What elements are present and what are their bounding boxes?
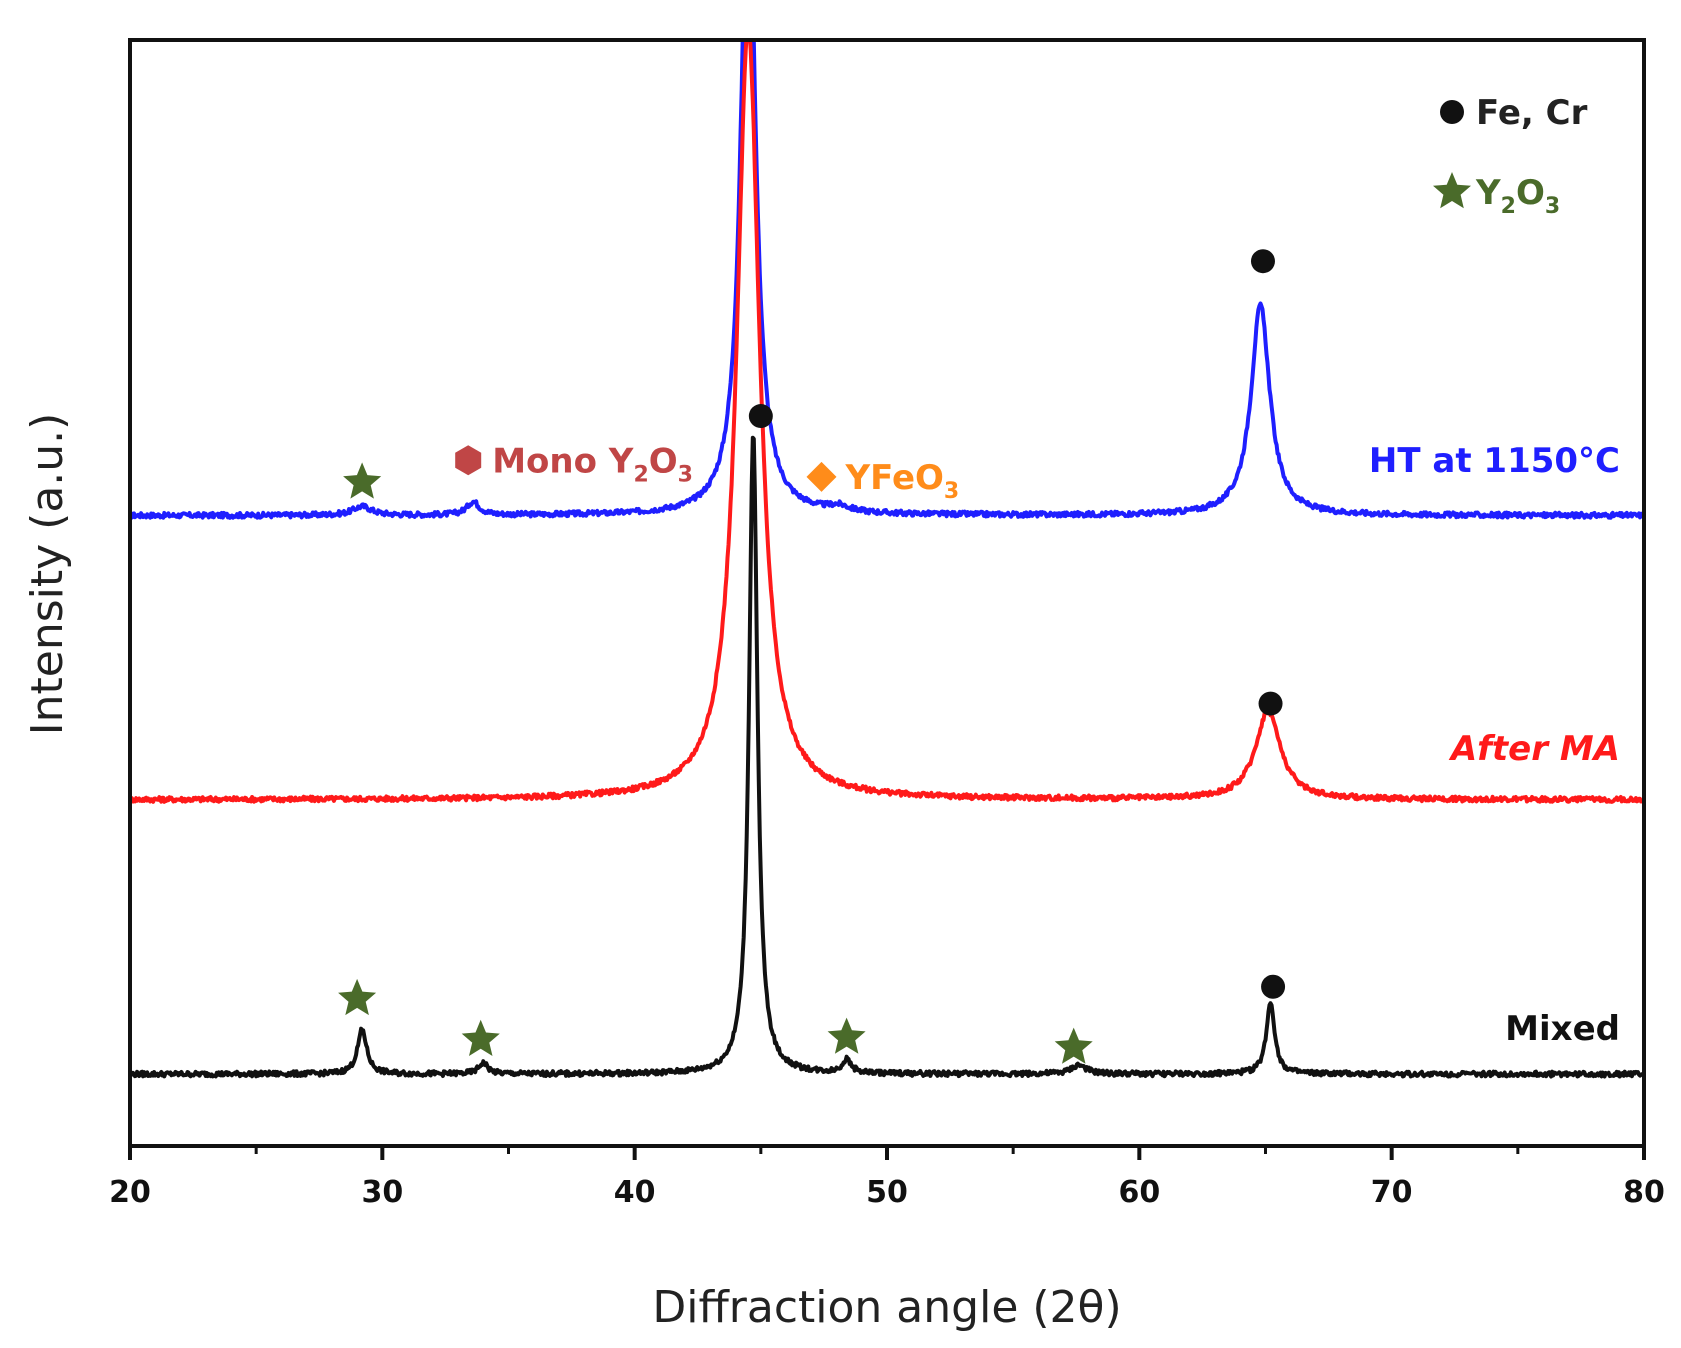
- peak-marker-star: [343, 462, 382, 499]
- series-layer: [130, 40, 1644, 1079]
- axis-layer: 20 30 40 50 60 70 80: [109, 38, 1665, 1210]
- peak-marker-circle: [1261, 974, 1286, 999]
- legend-label: Fe, Cr: [1476, 93, 1588, 133]
- series-label-1: HT at 1150°C: [1369, 441, 1620, 481]
- series-line-2: [130, 40, 1644, 804]
- marker-layer: [338, 249, 1286, 1064]
- y-axis-title: Intensity (a.u.): [22, 413, 73, 736]
- series-line-3: [130, 435, 1644, 1079]
- x-tick-label: 50: [866, 1175, 908, 1210]
- annotation-label: Mono Y2O3: [492, 441, 693, 487]
- x-axis-title: Diffraction angle (2θ): [652, 1282, 1121, 1333]
- annotation-diamond-icon: [806, 461, 837, 492]
- x-tick-label: 20: [109, 1175, 151, 1210]
- peak-marker-circle: [1250, 249, 1275, 274]
- annotation-label: YFeO3: [844, 458, 959, 504]
- x-tick-label: 40: [614, 1175, 656, 1210]
- legend-label: Y2O3: [1475, 173, 1560, 219]
- x-tick-label: 60: [1118, 1175, 1160, 1210]
- label-layer: Fe, Cr Y2O3 Mono Y2O3 YFeO3 HT at 1150°C Afte…: [455, 93, 1620, 1049]
- series-label-2: After MA: [1448, 729, 1620, 769]
- peak-marker-star: [827, 1017, 866, 1054]
- series-line-1: [130, 40, 1644, 520]
- x-tick-label: 70: [1371, 1175, 1413, 1210]
- annotation-hexagon-icon: [455, 445, 482, 476]
- peak-marker-star: [461, 1019, 500, 1056]
- peak-marker-circle: [1258, 691, 1283, 716]
- peak-marker-star: [338, 978, 377, 1016]
- peak-marker-star: [1054, 1027, 1093, 1064]
- x-tick-label: 80: [1623, 1175, 1665, 1210]
- x-tick-label: 30: [361, 1175, 403, 1210]
- legend-star-icon: [1433, 172, 1471, 209]
- series-label-3: Mixed: [1505, 1009, 1620, 1049]
- legend-circle-icon: [1440, 100, 1464, 124]
- peak-marker-circle: [748, 404, 773, 429]
